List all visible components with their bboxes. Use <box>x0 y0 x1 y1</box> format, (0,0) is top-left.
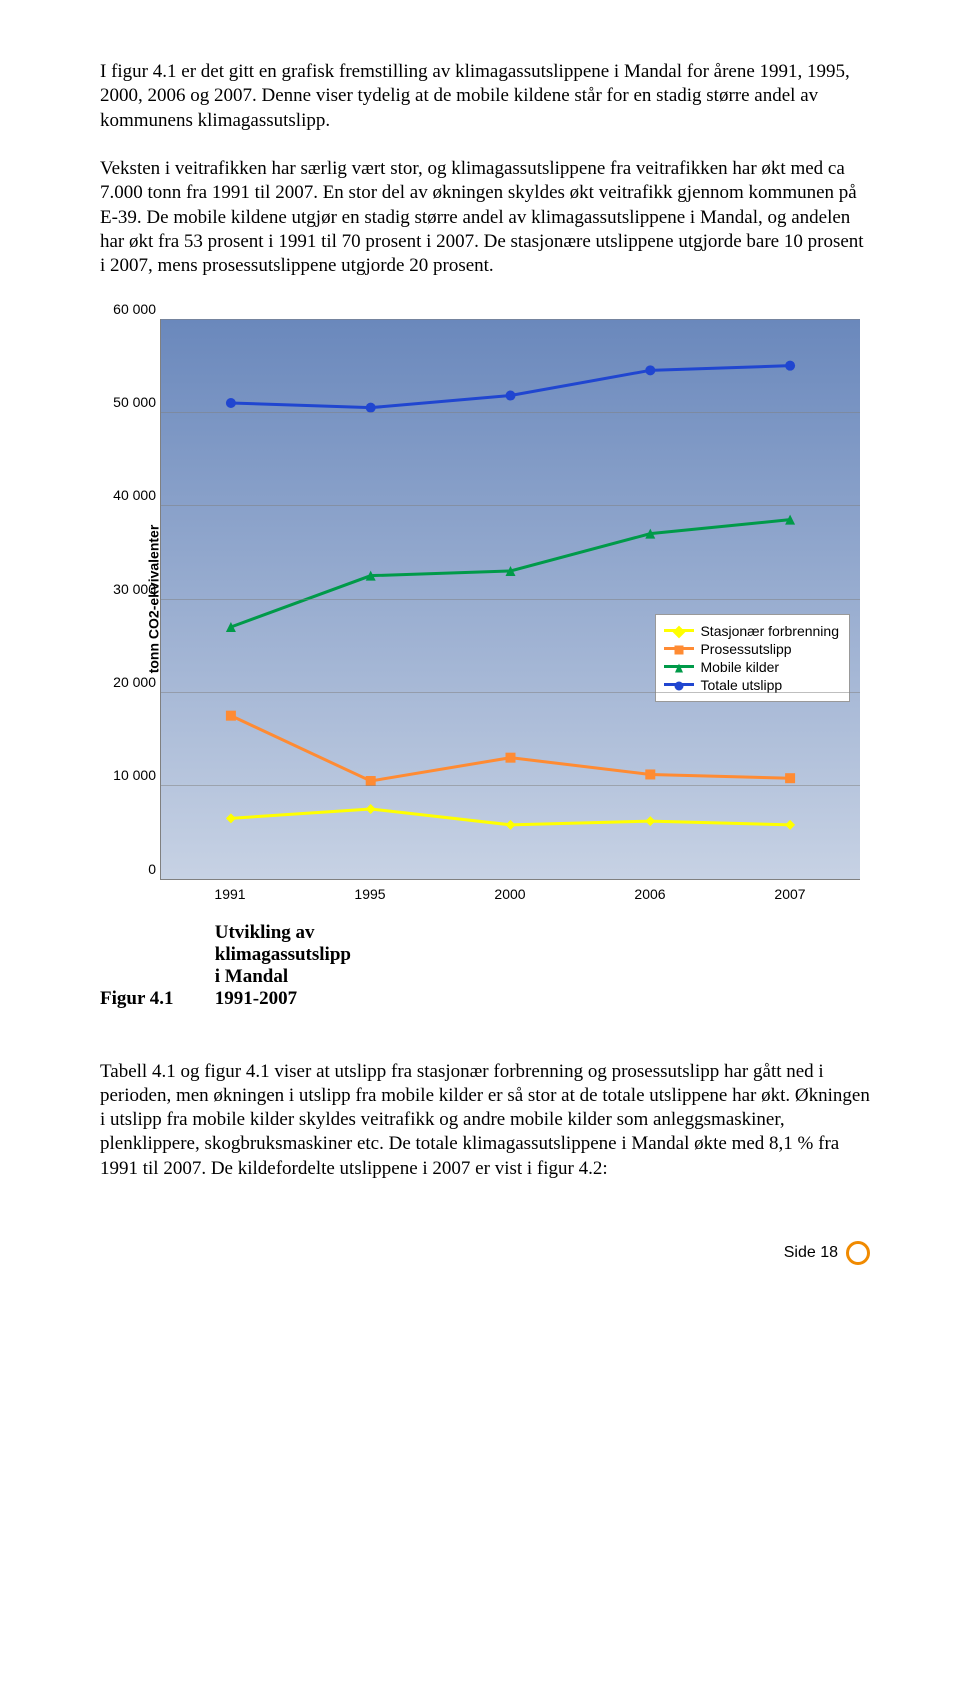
series-marker <box>226 813 236 823</box>
series-line <box>231 365 790 407</box>
figure-caption: Figur 4.1 Utvikling av klimagassutslipp … <box>100 922 870 1010</box>
x-tick-label: 1991 <box>160 880 300 902</box>
legend-row: Stasjonær forbrenning <box>664 623 839 639</box>
series-marker <box>645 816 655 826</box>
chart-figure: tonn CO2-ekvivalenter 010 00020 00030 00… <box>100 319 860 902</box>
series-marker <box>506 390 516 400</box>
series-line <box>231 715 790 780</box>
legend-row: Mobile kilder <box>664 659 839 675</box>
page-footer: Side 18 <box>100 1241 870 1265</box>
paragraph-2: Veksten i veitrafikken har særlig vært s… <box>100 157 870 279</box>
series-marker <box>785 360 795 370</box>
series-marker <box>366 402 376 412</box>
legend-label: Stasjonær forbrenning <box>700 623 839 639</box>
footer-page-number: Side 18 <box>784 1244 838 1262</box>
paragraph-3: Tabell 4.1 og figur 4.1 viser at utslipp… <box>100 1060 870 1182</box>
figure-title: Utvikling av klimagassutslipp i Mandal 1… <box>215 922 325 1010</box>
legend-label: Totale utslipp <box>700 677 782 693</box>
footer-ring-icon <box>846 1241 870 1265</box>
series-marker <box>506 819 516 829</box>
paragraph-1: I figur 4.1 er det gitt en grafisk frems… <box>100 60 870 133</box>
y-tick-label: 10 000 <box>101 767 156 783</box>
figure-label: Figur 4.1 <box>100 988 210 1010</box>
x-tick-label: 2007 <box>720 880 860 902</box>
y-tick-label: 50 000 <box>101 394 156 410</box>
x-tick-label: 2000 <box>440 880 580 902</box>
legend-label: Mobile kilder <box>700 659 779 675</box>
series-marker <box>366 776 376 786</box>
series-marker <box>226 398 236 408</box>
x-tick-label: 1995 <box>300 880 440 902</box>
y-tick-label: 20 000 <box>101 674 156 690</box>
legend-row: Totale utslipp <box>664 677 839 693</box>
series-marker <box>785 773 795 783</box>
legend-label: Prosessutslipp <box>700 641 791 657</box>
chart-legend: Stasjonær forbrenning Prosessutslipp Mobil… <box>655 614 850 702</box>
series-marker <box>645 769 655 779</box>
x-tick-label: 2006 <box>580 880 720 902</box>
series-marker <box>785 819 795 829</box>
series-marker <box>226 710 236 720</box>
legend-row: Prosessutslipp <box>664 641 839 657</box>
series-marker <box>366 804 376 814</box>
y-tick-label: 40 000 <box>101 487 156 503</box>
series-marker <box>506 752 516 762</box>
y-tick-label: 30 000 <box>101 581 156 597</box>
y-tick-label: 0 <box>101 861 156 877</box>
y-tick-label: 60 000 <box>101 301 156 317</box>
series-marker <box>645 365 655 375</box>
